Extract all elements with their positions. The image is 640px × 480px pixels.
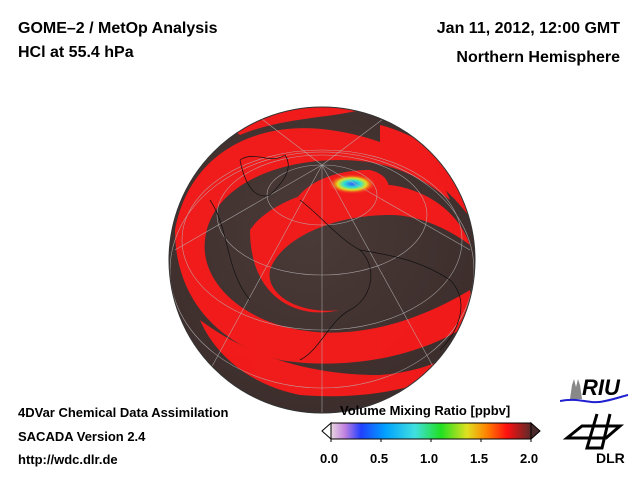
date-label: Jan 11, 2012, 12:00 GMT [436, 20, 620, 37]
riu-logo-text: RIU [582, 375, 620, 400]
riu-logo-icon [560, 379, 629, 404]
hcl-field [175, 107, 475, 397]
colorbar-max-arrow [530, 421, 541, 441]
colorbar-tick-3: 1.5 [470, 451, 489, 466]
title-line1: GOME–2 / MetOp Analysis [18, 20, 218, 37]
region-label: Northern Hemisphere [456, 49, 620, 66]
riu-logo: RIU [560, 375, 630, 405]
colorbar-tick-1: 0.5 [370, 451, 389, 466]
colorbar-gradient [330, 422, 532, 440]
title-line2: HCl at 55.4 hPa [18, 44, 134, 61]
footer-url[interactable]: http://wdc.dlr.de [18, 452, 118, 467]
footer-line2: SACADA Version 2.4 [18, 429, 146, 444]
coastlines [209, 154, 462, 361]
colorbar-tick-0: 0.0 [320, 451, 339, 466]
ozone-hole-region [328, 174, 376, 194]
graticule [169, 109, 475, 413]
dlr-logo-icon [562, 413, 625, 450]
colorbar-title: Volume Mixing Ratio [ppbv] [340, 403, 511, 418]
colorbar-min-arrow [321, 421, 332, 441]
colorbar-tick-2: 1.0 [420, 451, 439, 466]
footer-line1: 4DVar Chemical Data Assimilation [18, 405, 229, 420]
colorbar-tick-4: 2.0 [520, 451, 539, 466]
dlr-logo-text: DLR [596, 450, 625, 466]
dlr-logo: DLR [562, 412, 632, 468]
colorbar [321, 421, 541, 442]
